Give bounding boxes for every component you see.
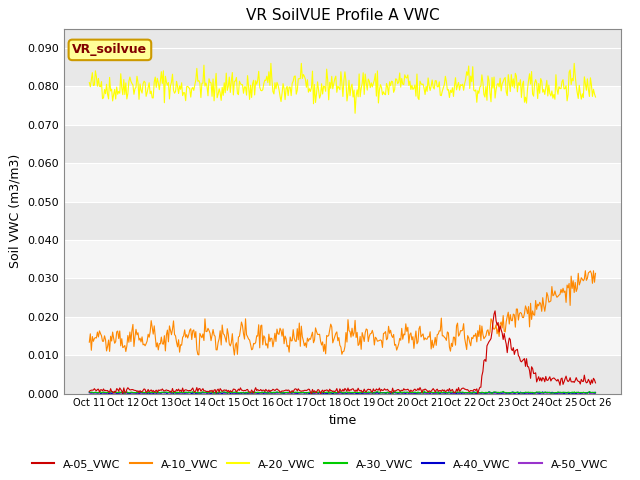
A-40_VWC [266,389,274,395]
A-10_VWC [582,268,589,274]
A-05_VWC [326,386,333,392]
A-50_VWC [357,389,365,395]
A-30_VWC [591,390,599,396]
A-20_VWC [267,60,275,66]
A-50_VWC [86,390,93,396]
A-20_VWC [351,110,359,116]
Line: A-50_VWC: A-50_VWC [90,392,595,394]
A-50_VWC [582,390,589,396]
A-05_VWC [359,389,367,395]
A-40_VWC [582,390,589,396]
A-10_VWC [388,333,396,338]
A-10_VWC [580,276,588,282]
A-30_VWC [582,390,589,396]
A-50_VWC [502,391,510,396]
A-40_VWC [362,390,369,396]
A-40_VWC [502,390,510,396]
A-20_VWC [362,71,369,77]
A-40_VWC [591,389,599,395]
Bar [64,240,621,278]
A-40_VWC [143,391,151,396]
X-axis label: time: time [328,414,356,427]
A-40_VWC [86,390,93,396]
A-10_VWC [330,336,338,342]
Line: A-20_VWC: A-20_VWC [90,63,595,113]
A-50_VWC [97,391,104,396]
A-05_VWC [387,389,394,395]
A-30_VWC [326,389,333,395]
Bar [64,48,621,86]
A-40_VWC [388,390,396,396]
A-40_VWC [331,389,339,395]
A-20_VWC [582,80,589,86]
Title: VR SoilVUE Profile A VWC: VR SoilVUE Profile A VWC [246,9,439,24]
A-20_VWC [330,81,338,86]
A-50_VWC [362,390,369,396]
A-50_VWC [591,391,599,396]
Text: VR_soilvue: VR_soilvue [72,43,147,56]
A-20_VWC [502,89,510,95]
A-10_VWC [501,329,509,335]
A-05_VWC [474,391,482,396]
Line: A-30_VWC: A-30_VWC [90,391,595,394]
Bar [64,202,621,240]
Line: A-10_VWC: A-10_VWC [90,271,595,355]
A-30_VWC [359,389,367,395]
Bar [64,278,621,317]
Bar [64,125,621,163]
A-20_VWC [86,80,93,85]
A-10_VWC [360,338,368,344]
A-50_VWC [330,390,338,396]
A-30_VWC [329,389,337,395]
Bar [64,163,621,202]
A-10_VWC [86,339,93,345]
Bar [64,86,621,125]
A-10_VWC [230,352,238,358]
A-05_VWC [502,341,510,347]
A-05_VWC [582,378,589,384]
A-30_VWC [502,390,510,396]
Line: A-40_VWC: A-40_VWC [90,392,595,394]
A-50_VWC [388,390,396,396]
A-30_VWC [488,391,496,396]
A-30_VWC [86,389,93,395]
A-05_VWC [492,308,499,314]
Y-axis label: Soil VWC (m3/m3): Soil VWC (m3/m3) [9,154,22,268]
A-10_VWC [591,271,599,276]
Bar [64,355,621,394]
Line: A-05_VWC: A-05_VWC [90,311,595,394]
A-30_VWC [387,389,394,395]
A-20_VWC [327,85,335,91]
A-30_VWC [420,388,428,394]
A-05_VWC [86,388,93,394]
A-20_VWC [591,94,599,100]
Legend: A-05_VWC, A-10_VWC, A-20_VWC, A-30_VWC, A-40_VWC, A-50_VWC: A-05_VWC, A-10_VWC, A-20_VWC, A-30_VWC, … [28,455,612,474]
A-10_VWC [327,321,335,327]
Bar [64,317,621,355]
A-40_VWC [328,390,335,396]
A-05_VWC [329,389,337,395]
A-20_VWC [388,79,396,85]
A-05_VWC [591,380,599,386]
A-50_VWC [327,390,335,396]
